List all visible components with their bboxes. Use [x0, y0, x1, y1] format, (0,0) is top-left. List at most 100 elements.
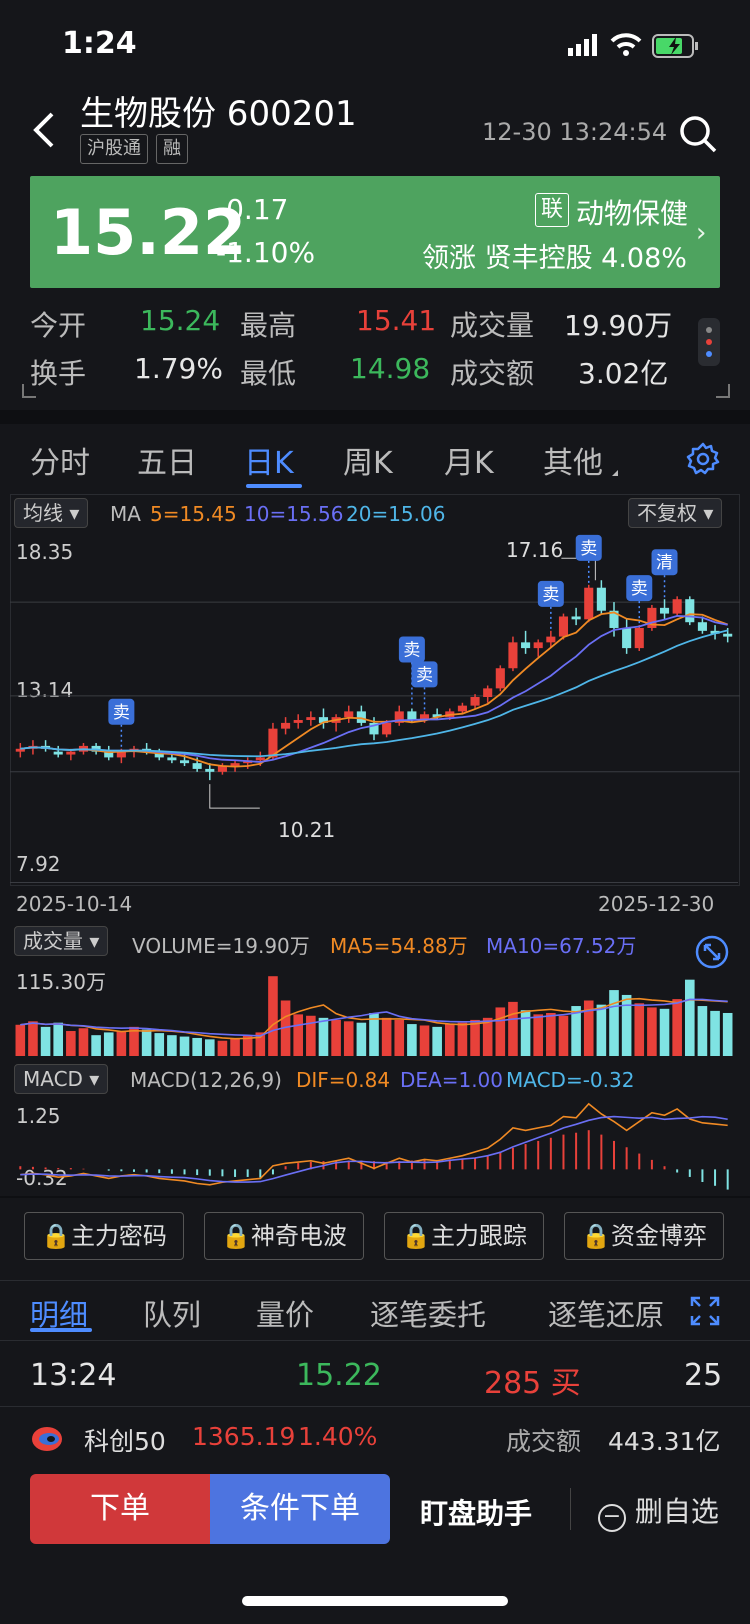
candle-body — [710, 630, 720, 634]
remove-watchlist-button[interactable]: − 删自选 — [598, 1490, 719, 1532]
ma20-line — [20, 629, 728, 758]
adjust-label: 不复权 — [637, 501, 697, 525]
candle-body — [634, 627, 644, 649]
adjust-dropdown[interactable]: 不复权 ▾ — [628, 498, 723, 528]
tab-monthly-k[interactable]: 月K — [444, 446, 494, 481]
volume-bar — [167, 1035, 177, 1056]
tab-weekly-k[interactable]: 周K — [343, 446, 393, 481]
volume-bar — [318, 1017, 329, 1056]
k-ymid: 13.14 — [16, 678, 74, 702]
ma10-value: 10=15.56 — [244, 502, 344, 526]
volume-bar — [217, 1040, 228, 1056]
high-value: 15.41 — [356, 304, 437, 337]
quote-datetime: 12-30 13:24:54 — [482, 118, 668, 146]
locked-main-code-button[interactable]: 🔒主力密码 — [24, 1212, 184, 1260]
sector-name[interactable]: 动物保健 — [576, 197, 689, 230]
volume-bar — [520, 1010, 531, 1056]
search-icon[interactable] — [678, 114, 718, 154]
tab-daily-k[interactable]: 日K — [244, 446, 294, 481]
volume-bar — [255, 1032, 266, 1056]
locked-magic-wave-button[interactable]: 🔒神奇电波 — [204, 1212, 364, 1260]
locked-main-track-button[interactable]: 🔒主力跟踪 — [384, 1212, 544, 1260]
macd-dropdown[interactable]: MACD ▾ — [14, 1064, 109, 1094]
tab-intraday[interactable]: 分时 — [30, 446, 90, 481]
tag-hk-connect: 沪股通 — [80, 134, 148, 164]
candle-body — [470, 697, 480, 706]
signal-label: 卖 — [542, 585, 559, 605]
triangle-icon — [612, 470, 618, 476]
signal-label: 卖 — [580, 539, 597, 559]
macd-ybot: -0.32 — [16, 1166, 68, 1190]
subtab-tick-restore[interactable]: 逐笔还原 — [548, 1298, 665, 1332]
volume-bar — [129, 1026, 139, 1056]
ma-dropdown[interactable]: 均线 ▾ — [14, 498, 89, 528]
tab-other[interactable]: 其他 — [543, 446, 603, 481]
volume-label: 成交量 — [450, 309, 535, 342]
price-change-pct: -1.10% — [216, 236, 316, 269]
volume-bar — [621, 994, 632, 1056]
locked-magic-wave-label: 神奇电波 — [250, 1222, 347, 1250]
more-dots-icon[interactable] — [698, 318, 720, 366]
volume-bar — [280, 1000, 291, 1056]
volume-bar — [407, 1024, 417, 1056]
order-button[interactable]: 下单 — [30, 1474, 210, 1544]
ma20-value: 20=15.06 — [346, 502, 446, 526]
conditional-order-button[interactable]: 条件下单 — [210, 1474, 390, 1544]
subtab-volume-price[interactable]: 量价 — [256, 1298, 315, 1332]
volume-bar — [66, 1031, 76, 1056]
index-name[interactable]: 科创50 — [84, 1427, 166, 1456]
low-label: 最低 — [240, 357, 297, 390]
subtab-tick-restore-wrap[interactable]: 逐笔还原 — [548, 1292, 670, 1334]
candle-body — [723, 633, 733, 637]
signal-label: 清 — [656, 553, 673, 573]
volume-bar — [672, 999, 682, 1056]
candle-body — [419, 714, 430, 721]
macd-chart-svg[interactable] — [0, 1090, 750, 1196]
signal-label: 卖 — [416, 665, 433, 685]
candle-body — [558, 616, 569, 637]
tab-indicator — [246, 484, 302, 488]
candle-body — [192, 763, 202, 769]
tab-5day[interactable]: 五日 — [137, 446, 197, 481]
signal-badge — [626, 575, 653, 602]
candle-body — [344, 711, 354, 718]
k-ytop: 18.35 — [16, 540, 74, 564]
fullscreen-icon[interactable] — [690, 1296, 720, 1330]
subtab-queue[interactable]: 队列 — [143, 1298, 202, 1332]
back-icon[interactable] — [24, 104, 64, 156]
monitor-assistant-button[interactable]: 盯盘助手 — [420, 1497, 533, 1530]
volume-bar — [470, 1019, 480, 1056]
locked-fund-game-button[interactable]: 🔒资金博弈 — [564, 1212, 724, 1260]
volume-chart-svg[interactable] — [0, 950, 750, 1060]
volume-bar — [356, 1022, 367, 1056]
expand-circle-icon[interactable] — [694, 934, 730, 974]
section-gap-2 — [0, 1196, 750, 1198]
candle-body — [483, 688, 493, 698]
subtab-detail[interactable]: 明细 — [30, 1298, 89, 1332]
signal-label: 卖 — [631, 579, 648, 599]
subtab-tick-orders[interactable]: 逐笔委托 — [370, 1298, 487, 1332]
turnover-value: 1.79% — [134, 352, 223, 385]
wifi-icon — [610, 32, 642, 60]
remove-watchlist-label: 删自选 — [634, 1495, 719, 1528]
signal-badge — [108, 698, 135, 725]
chevron-right-icon[interactable]: › — [696, 218, 707, 248]
macd-params: MACD(12,26,9) — [130, 1068, 282, 1092]
signal-badge — [398, 636, 425, 663]
candle-body — [546, 636, 556, 643]
candle-body — [394, 711, 404, 723]
home-indicator — [242, 1596, 508, 1606]
price-banner[interactable] — [30, 176, 720, 288]
turnover-label: 换手 — [30, 357, 87, 390]
volume-value: 19.90万 — [564, 309, 673, 342]
settings-icon[interactable] — [686, 442, 720, 480]
volume-bar — [116, 1031, 127, 1056]
candle-body — [369, 722, 379, 735]
candle-body — [116, 751, 126, 758]
corner-bracket-left — [22, 384, 36, 398]
locked-main-code-label: 主力密码 — [70, 1222, 167, 1250]
signal-badge — [651, 549, 678, 576]
volume-dropdown[interactable]: 成交量 ▾ — [14, 926, 109, 956]
candle-body — [255, 757, 265, 761]
